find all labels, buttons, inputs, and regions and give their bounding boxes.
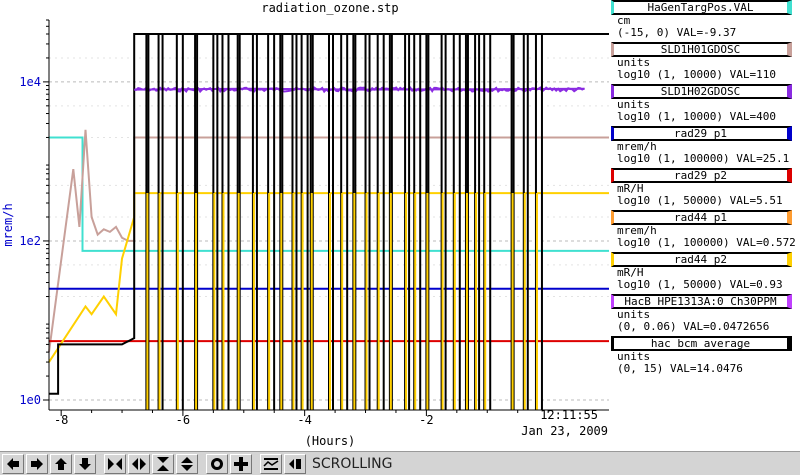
legend-range: log10 (1, 50000) VAL=5.51 — [617, 194, 783, 207]
x-tick-label: -6 — [176, 413, 190, 427]
legend-range: log10 (1, 10000) VAL=400 — [617, 110, 776, 123]
legend-item[interactable]: rad44_p2 mR/H log10 (1, 50000) VAL=0.93 — [611, 252, 800, 294]
x-tick-label: -8 — [54, 413, 68, 427]
legend-series-name[interactable]: SLD1H02GDOSC — [611, 84, 792, 99]
x-tick-label: -2 — [419, 413, 433, 427]
legend-item[interactable]: hac_bcm_average units (0, 15) VAL=14.0476 — [611, 336, 800, 378]
expand-horizontal-icon[interactable] — [128, 453, 150, 474]
y-tick-label: 1e4 — [19, 75, 41, 89]
zoom-out-icon[interactable] — [206, 453, 228, 474]
legend-unit: units — [617, 350, 651, 363]
legend-unit: units — [617, 56, 651, 69]
legend-item[interactable]: rad44_p1 mrem/h log10 (1, 100000) VAL=0.57… — [611, 210, 800, 252]
series-line — [49, 33, 609, 395]
legend-item[interactable]: HaGenTargPos.VAL cm (-15, 0) VAL=-9.37 — [611, 0, 800, 42]
legend-unit: units — [617, 98, 651, 111]
toolbar: SCROLLING — [0, 451, 800, 475]
arrow-up-icon[interactable] — [50, 453, 72, 474]
legend-series-name[interactable]: rad29_p2 — [611, 168, 792, 183]
legend-unit: mR/H — [617, 266, 644, 279]
series-line — [48, 129, 609, 353]
arrow-left-icon[interactable] — [2, 453, 24, 474]
chart-title: radiation_ozone.stp — [261, 1, 398, 15]
series-noise — [134, 86, 585, 94]
compress-horizontal-icon[interactable] — [104, 453, 126, 474]
legend-series-name[interactable]: rad44_p1 — [611, 210, 792, 225]
legend-item[interactable]: SLD1H01GDOSC units log10 (1, 10000) VAL=11… — [611, 42, 800, 84]
legend-range: log10 (1, 100000) VAL=25.1 — [617, 152, 790, 165]
legend-item[interactable]: SLD1H02GDOSC units log10 (1, 10000) VAL=40… — [611, 84, 800, 126]
chart: -8 -6 -4 -2 1e0 1e2 1e4 radiation_ozone.stp (H… — [1, 1, 609, 448]
legend-series-name[interactable]: HacB_HPE1313A:0_Ch30PPM — [611, 294, 792, 309]
return-icon[interactable] — [284, 453, 306, 474]
legend-range: log10 (1, 100000) VAL=0.572 — [617, 236, 796, 249]
legend-range: (0, 0.06) VAL=0.0472656 — [617, 320, 770, 333]
legend-range: (-15, 0) VAL=-9.37 — [617, 26, 737, 39]
legend-series-name[interactable]: hac_bcm_average — [611, 336, 792, 351]
y-tick-label: 1e2 — [19, 234, 41, 248]
legend-series-name[interactable]: HaGenTargPos.VAL — [611, 0, 792, 15]
legend-item[interactable]: rad29_p2 mR/H log10 (1, 50000) VAL=5.51 — [611, 168, 800, 210]
legend-range: log10 (1, 50000) VAL=0.93 — [617, 278, 783, 291]
x-tick-label: -4 — [297, 413, 311, 427]
legend: HaGenTargPos.VAL cm (-15, 0) VAL=-9.37 SLD1… — [611, 0, 800, 378]
legend-unit: mrem/h — [617, 140, 657, 153]
legend-range: log10 (1, 10000) VAL=110 — [617, 68, 776, 81]
status-label: SCROLLING — [312, 455, 393, 472]
expand-vertical-icon[interactable] — [176, 453, 198, 474]
series-line — [49, 136, 609, 252]
compress-vertical-icon[interactable] — [152, 453, 174, 474]
legend-series-name[interactable]: SLD1H01GDOSC — [611, 42, 792, 57]
y-tick-label: 1e0 — [19, 393, 41, 407]
y-axis-label: mrem/h — [1, 203, 15, 246]
x-axis-label: (Hours) — [305, 434, 356, 448]
zoom-in-icon[interactable] — [230, 453, 252, 474]
autoscale-icon[interactable] — [260, 453, 282, 474]
arrow-right-icon[interactable] — [26, 453, 48, 474]
time-label: 12:11:55 — [540, 408, 598, 422]
legend-unit: cm — [617, 14, 631, 27]
legend-range: (0, 15) VAL=14.0476 — [617, 362, 743, 375]
legend-unit: mrem/h — [617, 224, 657, 237]
legend-unit: mR/H — [617, 182, 644, 195]
legend-unit: units — [617, 308, 651, 321]
date-label: Jan 23, 2009 — [521, 424, 608, 438]
legend-item[interactable]: HacB_HPE1313A:0_Ch30PPM units (0, 0.06) VA… — [611, 294, 800, 336]
legend-series-name[interactable]: rad29_p1 — [611, 126, 792, 141]
arrow-down-icon[interactable] — [74, 453, 96, 474]
legend-series-name[interactable]: rad44_p2 — [611, 252, 792, 267]
legend-item[interactable]: rad29_p1 mrem/h log10 (1, 100000) VAL=25.1 — [611, 126, 800, 168]
